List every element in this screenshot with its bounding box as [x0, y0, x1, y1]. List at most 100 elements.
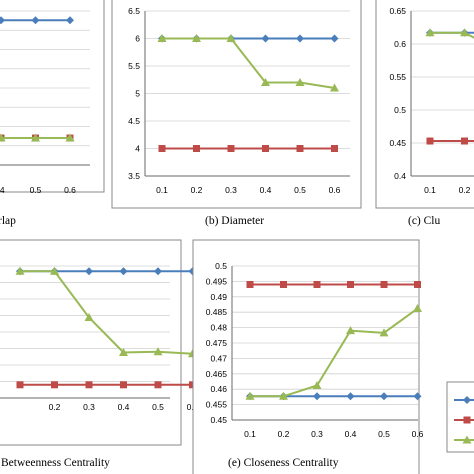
panel-frame [375, 0, 474, 209]
x-tick-label: 0.4 [260, 185, 272, 195]
x-tick-label: 0.1 [424, 185, 436, 195]
y-tick-label: 0.495 [206, 276, 228, 286]
legend-marker [463, 416, 471, 424]
data-point [0, 133, 6, 142]
y-tick-label: 0.5 [394, 105, 406, 115]
x-tick-label: 0.2 [459, 185, 471, 195]
y-tick-label: 5 [135, 89, 140, 99]
data-point [296, 145, 304, 152]
data-point [379, 328, 389, 337]
series-triangle [245, 304, 422, 400]
chart-panel-a: .4 0.5 0.6 rlap [0, 0, 105, 227]
panel-caption: rlap [0, 215, 16, 227]
y-tick-label: 0.465 [206, 369, 228, 379]
data-point [461, 137, 468, 145]
data-point [85, 381, 93, 389]
y-tick-label: 4 [135, 144, 140, 154]
chart-panel-e: 0.45 0.455 0.46 0.465 0.47 0.475 0.48 0.485 0.49… [192, 239, 424, 474]
y-tick-label: 0.65 [389, 6, 406, 16]
y-tick-label: 0.485 [206, 307, 228, 317]
data-point [460, 28, 469, 37]
panel-caption: (e) Closeness Centrality [228, 457, 339, 469]
data-point [31, 16, 40, 25]
x-tick-label: 0.6 [64, 185, 76, 195]
legend [446, 381, 474, 453]
data-point [119, 347, 128, 356]
x-tick-label: 0.3 [311, 429, 323, 439]
data-point [0, 16, 5, 25]
x-tick-label: 0.5 [378, 429, 390, 439]
y-tick-label: 0.4 [394, 171, 406, 181]
data-point [414, 280, 421, 288]
y-tick-label: 3.5 [128, 171, 140, 181]
legend-marker [462, 435, 472, 444]
y-tick-label: 4.5 [128, 116, 140, 126]
legend-entry-triangle [454, 435, 474, 444]
data-point [193, 145, 200, 152]
x-tick-label: 0.5 [294, 185, 306, 195]
series-triangle [0, 133, 75, 142]
y-tick-label: 0.5 [215, 261, 227, 271]
series-triangle [157, 34, 339, 92]
x-tick-label: 0.3 [83, 402, 95, 412]
y-tick-label: 6.5 [128, 6, 140, 16]
x-tick-label: 0.4 [345, 429, 357, 439]
y-tick-label: 0.45 [389, 138, 406, 148]
panel-frame [192, 239, 420, 474]
data-point [157, 34, 167, 42]
x-tick-label: 0.6 [329, 185, 341, 195]
data-point [346, 326, 355, 335]
x-tick-label: 0.1 [244, 429, 256, 439]
y-tick-label: 6 [135, 34, 140, 44]
x-tick-label: 0.1 [156, 185, 168, 195]
y-tick-label: 0.46 [210, 384, 227, 394]
y-tick-label: 0.47 [210, 353, 227, 363]
data-point [226, 34, 236, 42]
data-point [154, 381, 162, 389]
data-point [296, 34, 304, 43]
data-point [413, 392, 422, 401]
data-point [16, 381, 24, 389]
x-tick-label: 0.2 [49, 402, 61, 412]
x-tick-label: 0.2 [278, 429, 290, 439]
data-point [380, 392, 388, 401]
data-point [261, 34, 270, 43]
y-tick-label: 0.55 [389, 72, 406, 82]
data-point [280, 280, 287, 288]
data-point [262, 145, 269, 152]
data-point [295, 78, 305, 86]
series-line [162, 37, 335, 89]
panel-caption: (b) Diameter [205, 215, 264, 227]
legend-entry-diamond [454, 396, 474, 404]
panel-frame [0, 239, 182, 446]
data-point [119, 267, 128, 276]
data-point [312, 381, 322, 390]
chart-panel-d: 0.20.30.40.50.6Betweenness Centrality [0, 239, 199, 469]
data-point [154, 267, 162, 276]
series-square [246, 280, 421, 288]
data-point [31, 133, 40, 142]
data-point [245, 391, 255, 400]
chart-panel-c: 0.4 0.45 0.5 0.55 0.6 0.65 0.1 0.2 (c) Clu [375, 0, 474, 227]
x-tick-label: .4 [0, 185, 5, 195]
series-diamond [0, 16, 74, 25]
y-tick-label: 0.45 [210, 415, 227, 425]
data-point [279, 391, 288, 400]
x-tick-label: 0.2 [191, 185, 203, 195]
data-point [15, 266, 25, 275]
data-point [227, 145, 235, 152]
data-point [313, 280, 321, 288]
x-tick-label: 0.3 [225, 185, 237, 195]
y-tick-label: 0.455 [206, 400, 228, 410]
data-point [85, 267, 93, 276]
x-tick-label: 0.5 [30, 185, 42, 195]
data-point [380, 280, 388, 288]
data-point [84, 312, 94, 321]
panel-caption: Betweenness Centrality [1, 457, 110, 469]
data-point [313, 392, 321, 401]
x-tick-label: 0.5 [152, 402, 164, 412]
series-triangle [425, 28, 474, 39]
data-point [261, 78, 270, 86]
x-tick-label: 0.4 [118, 402, 130, 412]
